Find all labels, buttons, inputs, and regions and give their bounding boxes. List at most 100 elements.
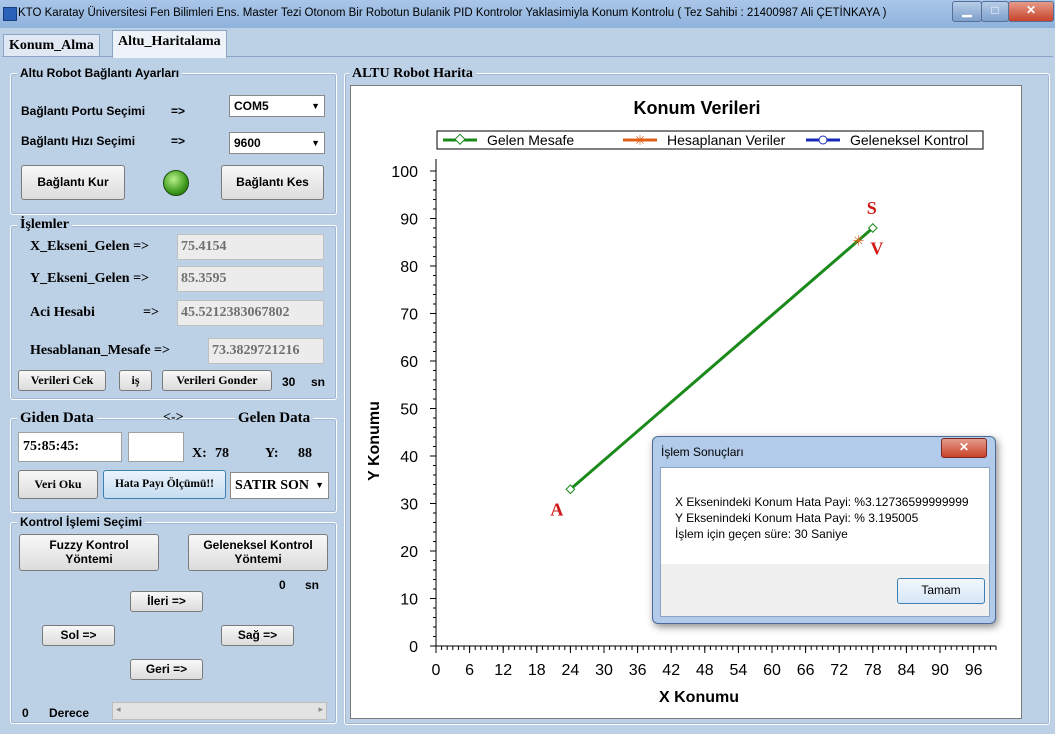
- y-tick-label: 70: [400, 307, 418, 324]
- data-group: [10, 418, 337, 513]
- x-tick-label: 12: [494, 662, 512, 679]
- back-button[interactable]: Geri =>: [130, 659, 203, 680]
- dialog-title: İşlem Sonuçları: [661, 445, 744, 459]
- line-end-select[interactable]: SATIR SON ▼: [230, 472, 329, 499]
- x-tick-label: 78: [864, 662, 882, 679]
- y-tick-label: 90: [400, 212, 418, 229]
- send-data-button[interactable]: Verileri Gonder: [162, 370, 272, 391]
- operations-group: [10, 225, 337, 400]
- read-data-button[interactable]: Veri Oku: [18, 470, 98, 499]
- forward-button[interactable]: İleri =>: [130, 591, 203, 612]
- y-tick-label: 20: [400, 544, 418, 561]
- y-tick-label: 40: [400, 449, 418, 466]
- close-button[interactable]: ✕: [1008, 1, 1054, 22]
- chart-axes: 0 10 20 30 40 50 60 70 80 90 100 0 6 12 18 24 30 36 42 48 54…: [391, 159, 997, 679]
- data-point: [565, 484, 576, 495]
- close-icon: ✕: [958, 440, 970, 454]
- classic-control-button[interactable]: Geleneksel Kontrol Yöntemi: [188, 534, 328, 571]
- connection-status-led: [163, 170, 189, 196]
- error-measure-button[interactable]: Hata Payı Ölçümü!!: [103, 470, 226, 499]
- dialog-line-duration: İşlem için geçen süre: 30 Saniye: [675, 527, 848, 541]
- recv-x-value: 78: [215, 446, 229, 461]
- angle-label: Aci Hesabi: [30, 305, 95, 320]
- distance-label: Hesablanan_Mesafe =>: [30, 343, 171, 358]
- angle-value[interactable]: 45.5212383067802: [177, 300, 324, 326]
- x-tick-label: 66: [797, 662, 815, 679]
- dialog-ok-button[interactable]: Tamam: [897, 578, 985, 604]
- tab-altu-haritalama[interactable]: Altu_Haritalama: [112, 30, 227, 58]
- legend-marker: [818, 135, 828, 145]
- x-axis-title: X Konumu: [659, 689, 739, 706]
- pull-data-button[interactable]: Verileri Cek: [18, 370, 106, 391]
- tab-konum-alma[interactable]: Konum_Alma: [3, 34, 100, 56]
- legend-marker: ✳: [634, 132, 646, 148]
- line-end-select-value: SATIR SON: [235, 478, 310, 493]
- legend-box: [436, 130, 984, 150]
- x-tick-label: 36: [629, 662, 647, 679]
- operations-group-title: İşlemler: [17, 217, 72, 233]
- start-point-label: A: [550, 499, 563, 519]
- control-group: [10, 522, 337, 724]
- x-tick-label: 84: [898, 662, 916, 679]
- chart-series: ✳: [565, 223, 878, 495]
- port-label: Bağlantı Portu Seçimi: [21, 104, 146, 118]
- maximize-button[interactable]: □: [981, 1, 1009, 22]
- fuzzy-control-button[interactable]: Fuzzy Kontrol Yöntemi: [19, 534, 159, 571]
- x-tick-label: 54: [730, 662, 748, 679]
- recv-x-label: X:: [192, 446, 207, 461]
- data-point: [867, 223, 878, 233]
- port-select[interactable]: COM5 ▼: [229, 95, 325, 117]
- x-axis-label: X_Ekseni_Gelen =>: [30, 239, 150, 254]
- distance-value[interactable]: 73.3829721216: [208, 338, 324, 364]
- recv-y-value: 88: [298, 446, 312, 461]
- speed-select[interactable]: 9600 ▼: [229, 132, 325, 154]
- app-icon: [3, 7, 17, 21]
- end-point-label: S: [867, 198, 877, 218]
- legend-label: Geleneksel Kontrol: [850, 132, 968, 148]
- disconnect-button[interactable]: Bağlantı Kes: [221, 165, 324, 200]
- legend-marker: [454, 133, 466, 145]
- minimize-button[interactable]: ▁: [952, 1, 982, 22]
- x-tick-label: 90: [931, 662, 949, 679]
- x-axis-value[interactable]: 75.4154: [177, 234, 324, 260]
- map-group: [344, 73, 1050, 725]
- right-button[interactable]: Sağ =>: [221, 625, 294, 646]
- legend-label: Hesaplanan Veriler: [667, 132, 786, 148]
- data-point: ✳: [852, 233, 864, 249]
- swap-label: <->: [163, 410, 184, 425]
- degree-slider[interactable]: ◂ ▸: [112, 702, 327, 720]
- sent-data-input[interactable]: 75:85:45:: [18, 432, 122, 462]
- x-tick-label: 48: [696, 662, 714, 679]
- degree-label: Derece: [49, 706, 90, 720]
- y-tick-label: 30: [400, 497, 418, 514]
- connection-group-title: Altu Robot Bağlantı Ayarları: [17, 66, 183, 80]
- connect-button[interactable]: Bağlantı Kur: [21, 165, 125, 200]
- series-line: [569, 226, 874, 491]
- received-data-title: Gelen Data: [235, 410, 314, 427]
- chevron-left-icon: ◂: [116, 704, 121, 714]
- y-axis-value[interactable]: 85.3595: [177, 266, 324, 292]
- map-group-title: ALTU Robot Harita: [349, 66, 476, 82]
- x-tick-label: 6: [465, 662, 474, 679]
- y-tick-label: 80: [400, 259, 418, 276]
- x-tick-label: 30: [595, 662, 613, 679]
- angle-arrow: =>: [143, 305, 159, 320]
- x-tick-label: 24: [562, 662, 580, 679]
- dialog-line-x-error: X Eksenindeki Konum Hata Payi: %3.127365…: [675, 495, 969, 509]
- speed-select-value: 9600: [234, 136, 261, 150]
- chevron-down-icon: ▼: [311, 138, 320, 148]
- control-time-unit: sn: [305, 578, 320, 592]
- y-tick-label: 50: [400, 402, 418, 419]
- x-tick-label: 72: [830, 662, 848, 679]
- is-button[interactable]: iş: [119, 370, 152, 391]
- received-data-input[interactable]: [128, 432, 184, 462]
- chart-legend: Gelen Mesafe ✳ Hesaplanan Veriler Gelenekse…: [436, 130, 984, 150]
- speed-label: Bağlantı Hızı Seçimi: [21, 134, 136, 148]
- window-title: KTO Karatay Üniversitesi Fen Bilimleri E…: [18, 7, 887, 19]
- title-bar: KTO Karatay Üniversitesi Fen Bilimleri E…: [0, 0, 1055, 29]
- left-button[interactable]: Sol =>: [42, 625, 115, 646]
- y-tick-label: 60: [400, 354, 418, 371]
- y-axis-label: Y_Ekseni_Gelen =>: [30, 271, 150, 286]
- control-group-title: Kontrol İşlemi Seçimi: [17, 515, 146, 529]
- dialog-close-button[interactable]: ✕: [941, 438, 987, 458]
